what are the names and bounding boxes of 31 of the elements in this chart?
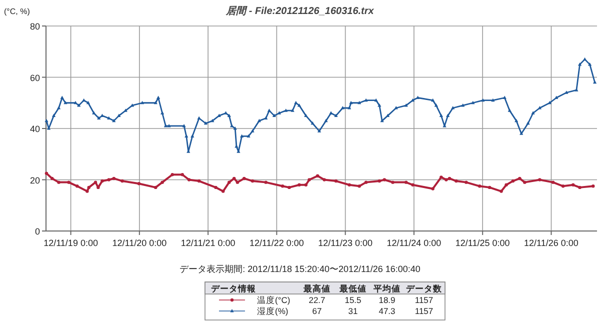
legend-label: 温度(°C) bbox=[257, 295, 290, 305]
x-tick-label: 12/11/19 0:00 bbox=[44, 238, 98, 248]
y-tick-label: 60 bbox=[30, 72, 40, 83]
y-tick-label: 20 bbox=[30, 175, 40, 186]
text: データ表示期間: 2012/11/18 15:20:40〜2012/11/26 16:00:40 bbox=[180, 264, 420, 274]
text: 22.7 bbox=[308, 295, 326, 305]
x-tick-label: 12/11/20 0:00 bbox=[112, 238, 167, 248]
y-tick-label: 80 bbox=[30, 22, 40, 32]
text: 67 bbox=[312, 306, 322, 316]
text: 18.9 bbox=[378, 295, 396, 305]
legend-label: 湿度(%) bbox=[257, 306, 288, 316]
text: 1157 bbox=[414, 295, 434, 305]
text: 最高値 bbox=[304, 284, 330, 294]
text: 47.3 bbox=[378, 306, 396, 316]
y-axis-title: (°C, %) bbox=[4, 7, 30, 16]
text: 31 bbox=[348, 306, 358, 316]
text: 15.5 bbox=[344, 295, 362, 305]
legend-title: データ情報 bbox=[211, 284, 257, 294]
text: 平均値 bbox=[374, 284, 400, 294]
y-tick-label: 0 bbox=[34, 226, 40, 236]
x-tick-label: 12/11/23 0:00 bbox=[318, 238, 373, 248]
x-tick-label: 12/11/22 0:00 bbox=[250, 238, 304, 248]
x-tick-label: 12/11/21 0:00 bbox=[180, 238, 236, 248]
x-tick-label: 12/11/25 0:00 bbox=[455, 238, 510, 248]
text: 最低値 bbox=[340, 284, 366, 294]
x-tick-label: 12/11/24 0:00 bbox=[386, 238, 442, 248]
x-tick-label: 12/11/26 0:00 bbox=[524, 238, 578, 248]
text: 1157 bbox=[414, 306, 434, 316]
y-tick-label: 40 bbox=[30, 124, 40, 134]
chart-title: 居間 - File:20121126_160316.trx bbox=[225, 5, 374, 17]
text: データ数 bbox=[406, 284, 442, 294]
